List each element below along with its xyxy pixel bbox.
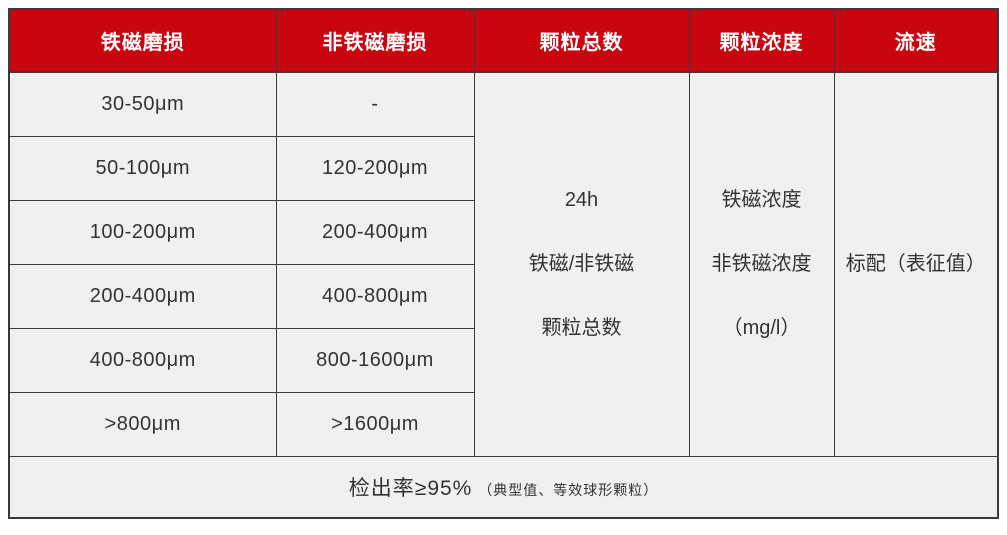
column-header-particle-concentration: 颗粒浓度: [688, 8, 835, 73]
column-header-ferromagnetic-wear: 铁磁磨损: [8, 8, 277, 73]
table-row: 100-200μm 200-400μm: [8, 199, 998, 265]
cell-non-ferromagnetic-range: >1600μm: [275, 391, 475, 457]
cell-ferromagnetic-range: 100-200μm: [8, 199, 277, 265]
cell-ferromagnetic-range: 50-100μm: [8, 135, 277, 201]
merged-line: 铁磁浓度: [721, 188, 802, 211]
cell-non-ferromagnetic-range: 200-400μm: [275, 199, 475, 265]
table-row: 400-800μm 800-1600μm: [8, 327, 998, 393]
merged-line: 颗粒总数: [541, 316, 622, 339]
merged-line: 24h: [564, 188, 599, 211]
column-header-total-particles: 颗粒总数: [473, 8, 690, 73]
particle-concentration-lines: 铁磁浓度 非铁磁浓度 （mg/l）: [691, 187, 833, 342]
merged-line: 铁磁/非铁磁: [528, 252, 635, 275]
spec-table: 铁磁磨损 非铁磁磨损 颗粒总数 颗粒浓度 流速 30-50μm - 24h 铁磁…: [8, 8, 999, 519]
detection-rate-value: 检出率≥95%: [348, 476, 473, 500]
header-row: 铁磁磨损 非铁磁磨损 颗粒总数 颗粒浓度 流速: [8, 8, 999, 73]
merged-line: 标配（表征值）: [845, 252, 986, 275]
table-row: 200-400μm 400-800μm: [8, 263, 998, 329]
column-header-flow-rate: 流速: [833, 8, 999, 73]
merged-line: （mg/l）: [722, 316, 801, 339]
cell-ferromagnetic-range: 30-50μm: [8, 71, 277, 137]
cell-total-particles: 24h 铁磁/非铁磁 颗粒总数: [473, 71, 690, 457]
cell-non-ferromagnetic-range: 120-200μm: [275, 135, 475, 201]
total-particles-lines: 24h 铁磁/非铁磁 颗粒总数: [476, 187, 688, 342]
footer-row: 检出率≥95% （典型值、等效球形颗粒）: [8, 455, 999, 519]
flow-rate-lines: 标配（表征值）: [836, 251, 997, 278]
cell-particle-concentration: 铁磁浓度 非铁磁浓度 （mg/l）: [688, 71, 835, 457]
cell-non-ferromagnetic-range: 400-800μm: [275, 263, 475, 329]
cell-ferromagnetic-range: 400-800μm: [8, 327, 277, 393]
cell-non-ferromagnetic-range: -: [275, 71, 475, 137]
merged-line: 非铁磁浓度: [711, 252, 812, 275]
table-row: 30-50μm - 24h 铁磁/非铁磁 颗粒总数 铁磁浓度 非铁磁浓度 （mg…: [8, 71, 999, 457]
column-header-non-ferromagnetic-wear: 非铁磁磨损: [275, 8, 475, 73]
cell-ferromagnetic-range: 200-400μm: [8, 263, 277, 329]
cell-non-ferromagnetic-range: 800-1600μm: [275, 327, 475, 393]
cell-flow-rate: 标配（表征值）: [833, 71, 999, 457]
detection-rate-cell: 检出率≥95% （典型值、等效球形颗粒）: [8, 455, 999, 519]
cell-ferromagnetic-range: >800μm: [8, 391, 277, 457]
table-row: 50-100μm 120-200μm: [8, 135, 998, 201]
table-row: >800μm >1600μm: [8, 391, 998, 457]
detection-rate-note: （典型值、等效球形颗粒）: [478, 481, 659, 498]
